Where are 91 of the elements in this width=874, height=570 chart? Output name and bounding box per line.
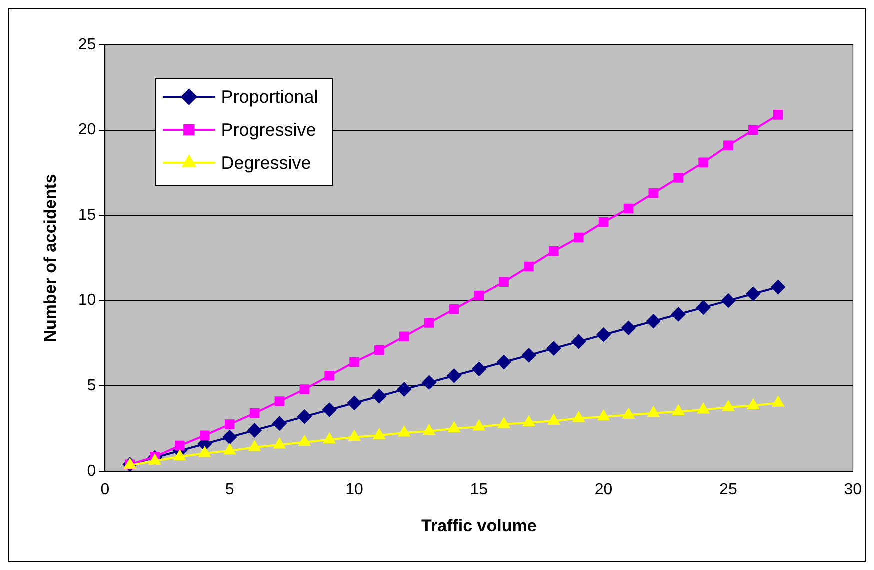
point <box>274 396 285 406</box>
y-tick-label: 5 <box>87 378 96 395</box>
point <box>648 406 660 418</box>
point <box>248 423 262 438</box>
point <box>348 430 360 442</box>
x-tick-label: 0 <box>100 481 110 498</box>
point <box>771 280 786 294</box>
point <box>622 321 636 336</box>
point <box>672 307 686 322</box>
point <box>447 368 462 383</box>
point <box>523 416 535 427</box>
point <box>499 277 509 287</box>
point <box>549 246 559 256</box>
point <box>200 430 210 440</box>
point <box>746 287 760 302</box>
point <box>573 412 585 422</box>
point <box>422 376 436 390</box>
y-tick-label: 20 <box>78 122 96 139</box>
point <box>224 420 235 430</box>
point <box>272 416 287 431</box>
point <box>322 403 337 417</box>
point <box>199 446 211 458</box>
point <box>622 408 634 419</box>
point <box>374 345 384 356</box>
point <box>374 429 386 440</box>
point <box>546 342 561 356</box>
point <box>548 414 560 425</box>
point <box>298 436 310 446</box>
point <box>672 405 684 416</box>
point <box>773 110 784 120</box>
point <box>648 188 659 198</box>
point <box>350 357 360 368</box>
point <box>175 440 185 451</box>
point <box>722 400 734 412</box>
legend-label: Proportional <box>221 86 318 107</box>
point <box>698 404 710 414</box>
point <box>498 418 510 428</box>
point <box>449 304 460 314</box>
point <box>596 328 611 342</box>
y-tick-label: 15 <box>78 206 96 224</box>
point <box>250 408 260 418</box>
point <box>724 140 734 151</box>
point <box>222 430 237 444</box>
point <box>324 371 334 381</box>
point <box>696 300 711 315</box>
point <box>646 314 661 328</box>
point <box>698 158 708 168</box>
point <box>424 318 434 328</box>
point <box>324 433 336 444</box>
point <box>598 410 610 421</box>
point <box>298 410 312 424</box>
point <box>174 450 186 461</box>
point <box>674 173 684 183</box>
point <box>524 262 534 272</box>
x-tick-label: 15 <box>470 481 488 498</box>
y-tick-label: 0 <box>87 462 96 480</box>
x-tick-label: 10 <box>346 481 364 498</box>
point <box>249 441 261 452</box>
point <box>522 348 536 362</box>
point <box>473 420 485 431</box>
point <box>472 362 486 376</box>
point <box>397 382 412 397</box>
point <box>424 424 436 436</box>
point <box>748 399 760 410</box>
x-tick-label: 25 <box>720 481 738 498</box>
point <box>598 217 609 228</box>
x-tick-label: 5 <box>225 481 234 498</box>
point <box>399 332 410 342</box>
point <box>448 422 460 433</box>
point <box>274 438 286 449</box>
point <box>497 355 512 370</box>
point <box>348 396 362 410</box>
point <box>772 396 784 407</box>
point <box>721 294 736 308</box>
y-axis-title: Number of accidents <box>40 174 60 342</box>
point <box>624 204 634 214</box>
x-tick-label: 30 <box>844 481 862 498</box>
point <box>748 125 758 136</box>
point <box>474 290 484 301</box>
point <box>398 426 410 437</box>
y-tick-label: 10 <box>78 292 96 310</box>
point <box>572 334 586 349</box>
y-tick-label: 25 <box>78 36 96 54</box>
x-axis-title: Traffic volume <box>422 516 537 536</box>
point <box>574 232 584 243</box>
legend-label: Progressive <box>221 120 316 140</box>
point <box>300 384 310 394</box>
point <box>224 444 236 455</box>
point <box>372 389 386 404</box>
x-tick-label: 20 <box>594 481 613 498</box>
legend-label: Degressive <box>221 152 312 173</box>
